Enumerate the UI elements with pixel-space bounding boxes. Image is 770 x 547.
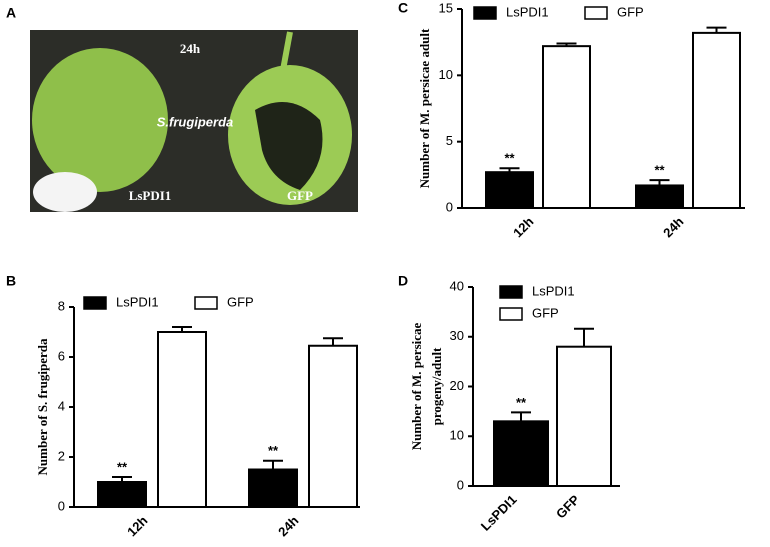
bar	[692, 31, 741, 209]
significance: **	[504, 151, 515, 166]
y-tick-label: 30	[450, 328, 464, 343]
photo-label: GFP	[287, 188, 313, 203]
bar	[308, 344, 358, 508]
damage	[255, 102, 323, 190]
legend-label: LsPDI1	[532, 283, 575, 298]
bar	[556, 345, 612, 488]
photo-time: 24h	[180, 41, 201, 56]
legend-swatch	[499, 307, 523, 321]
x-tick-label: 12h	[124, 513, 150, 539]
legend-label: GFP	[617, 4, 644, 19]
x-tick-label: GFP	[553, 492, 583, 522]
x-tick-label: 24h	[660, 214, 686, 240]
y-tick-label: 8	[58, 298, 65, 313]
x-tick-label: LsPDI1	[478, 492, 520, 534]
y-tick-label: 15	[439, 0, 453, 15]
legend-swatch	[473, 6, 497, 20]
significance: **	[268, 443, 279, 458]
legend-swatch	[194, 296, 218, 310]
y-tick-label: 6	[58, 348, 65, 363]
bar	[635, 184, 684, 210]
panel-label: A	[6, 5, 16, 21]
y-tick-label: 40	[450, 278, 464, 293]
x-tick-label: 24h	[275, 513, 301, 539]
legend-label: LsPDI1	[506, 4, 549, 19]
significance: **	[117, 459, 128, 474]
bar	[493, 420, 549, 488]
bar	[157, 331, 207, 508]
y-tick-label: 10	[439, 67, 453, 82]
cotton	[33, 172, 97, 212]
legend-label: LsPDI1	[116, 294, 159, 309]
y-tick-label: 2	[58, 448, 65, 463]
bar	[97, 481, 147, 508]
photo: 24h S.frugiperda LsPDI1 GFP	[30, 30, 358, 212]
photo-species: S.frugiperda	[157, 114, 234, 129]
bar	[485, 171, 534, 209]
y-tick-label: 4	[58, 398, 65, 413]
panel-label: C	[398, 0, 408, 16]
x-tick-label: 12h	[510, 214, 536, 240]
leaf	[32, 48, 168, 192]
y-axis-label: progeny/adult	[429, 347, 444, 425]
legend-swatch	[499, 285, 523, 299]
photo-label: LsPDI1	[129, 188, 172, 203]
stem	[280, 31, 293, 71]
bar	[542, 45, 591, 209]
significance: **	[516, 395, 527, 410]
significance: **	[654, 163, 665, 178]
legend-label: GFP	[227, 294, 254, 309]
y-axis-label: Number of S. frugiperda	[35, 338, 50, 475]
y-tick-label: 10	[450, 428, 464, 443]
y-tick-label: 0	[446, 199, 453, 214]
bar	[248, 468, 298, 508]
y-tick-label: 0	[457, 477, 464, 492]
y-axis-label: Number of M. persicae adult	[417, 28, 432, 188]
panel-label: D	[398, 273, 408, 289]
legend-swatch	[83, 296, 107, 310]
y-tick-label: 5	[446, 133, 453, 148]
panel-label: B	[6, 273, 16, 289]
legend-label: GFP	[532, 305, 559, 320]
legend-swatch	[584, 6, 608, 20]
y-tick-label: 20	[450, 378, 464, 393]
y-axis-label: Number of M. persicae	[409, 322, 424, 450]
y-tick-label: 0	[58, 498, 65, 513]
